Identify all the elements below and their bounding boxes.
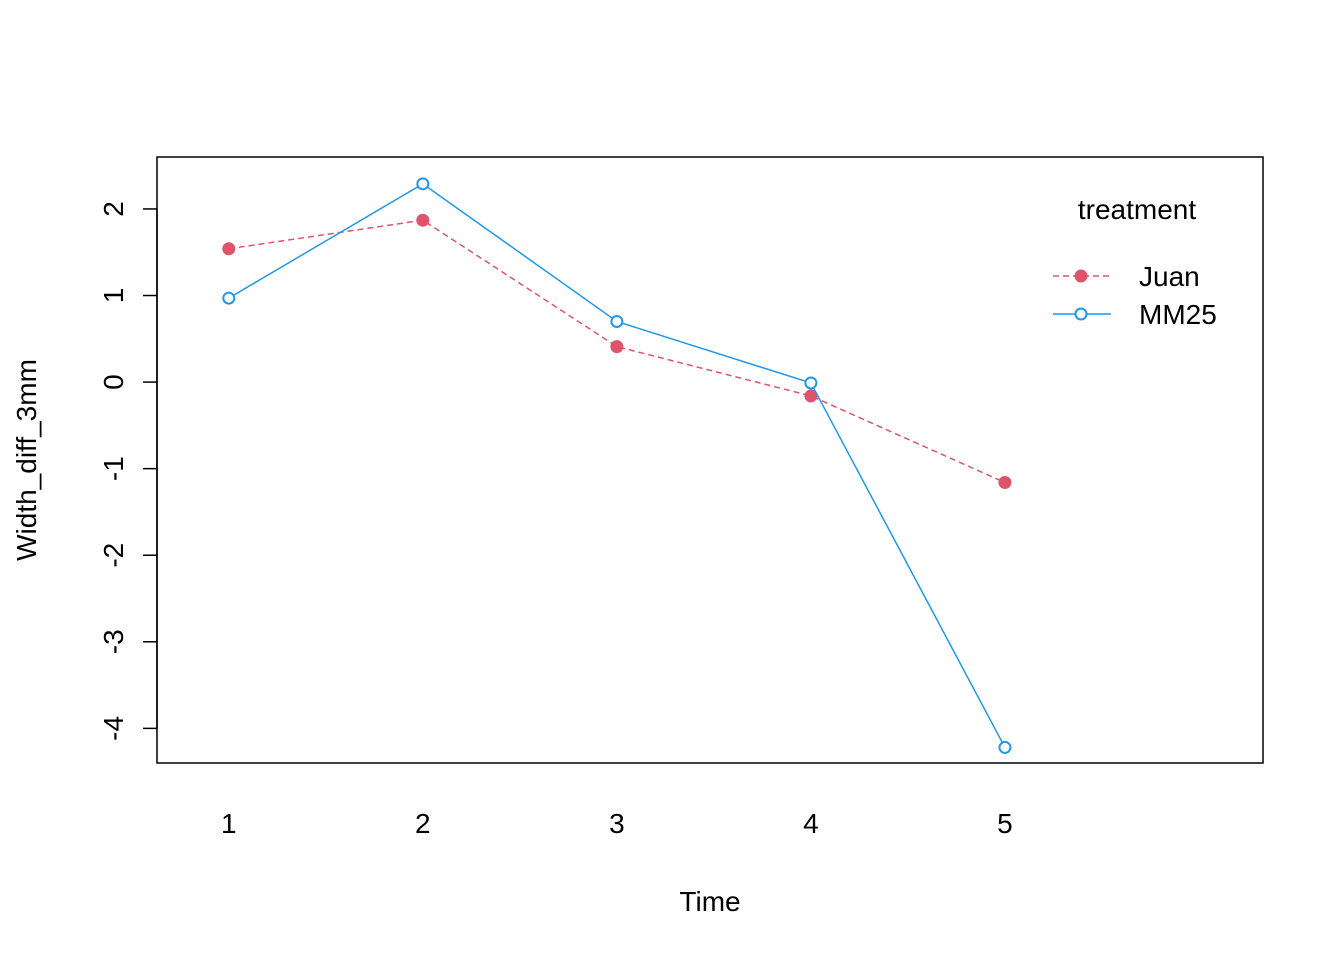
y-tick-label: -3	[98, 629, 129, 654]
data-point-juan	[610, 340, 624, 354]
data-point-juan	[998, 476, 1012, 490]
legend-item-juan: Juan	[1053, 261, 1200, 292]
legend-label-juan: Juan	[1139, 261, 1200, 292]
y-tick-label: -1	[98, 456, 129, 481]
legend-title: treatment	[1078, 194, 1196, 225]
x-tick-label: 4	[803, 808, 819, 839]
data-point-mm25	[416, 177, 430, 191]
x-tick-label: 1	[221, 808, 237, 839]
legend-label-mm25: MM25	[1139, 299, 1217, 330]
y-tick-label: -4	[98, 716, 129, 741]
series-line-juan	[228, 219, 1006, 484]
x-tick-label: 3	[609, 808, 625, 839]
data-point-juan	[804, 389, 818, 403]
x-tick-label: 5	[997, 808, 1013, 839]
series-juan	[222, 213, 1012, 490]
data-point-mm25	[804, 376, 818, 390]
y-tick-label: 1	[98, 288, 129, 304]
legend-item-mm25: MM25	[1053, 299, 1217, 330]
x-axis-label: Time	[679, 886, 740, 917]
legend-marker-juan	[1074, 269, 1088, 283]
data-point-mm25	[610, 314, 624, 328]
x-axis: 1 2 3 4 5	[221, 808, 1013, 839]
legend-marker-mm25	[1074, 307, 1088, 321]
data-point-mm25	[998, 740, 1012, 754]
data-point-mm25	[222, 291, 236, 305]
y-tick-label: -2	[98, 543, 129, 568]
series-mm25	[222, 177, 1012, 754]
x-tick-label: 2	[415, 808, 431, 839]
y-tick-label: 2	[98, 201, 129, 217]
y-axis: -4 -3 -2 -1 0 1 2	[98, 201, 158, 741]
data-point-juan	[416, 213, 430, 227]
series-layer	[222, 177, 1012, 754]
legend: treatment Juan MM25	[1053, 194, 1217, 330]
y-axis-label: Width_diff_3mm	[11, 359, 42, 561]
y-tick-label: 0	[98, 374, 129, 390]
data-point-juan	[222, 242, 236, 256]
